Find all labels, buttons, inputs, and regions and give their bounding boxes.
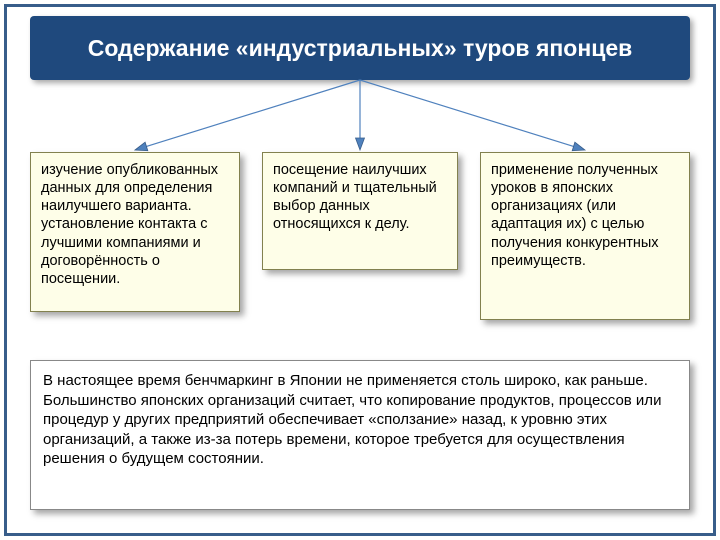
box-left-text: изучение опубликованных данных для опред…	[41, 162, 218, 287]
box-mid-text: посещение наилучших компаний и тщательны…	[273, 162, 437, 232]
slide-title-text: Содержание «индустриальных» туров японце…	[88, 34, 633, 63]
box-right-text: применение полученных уроков в японских …	[491, 162, 659, 269]
slide-title: Содержание «индустриальных» туров японце…	[30, 16, 690, 80]
box-right: применение полученных уроков в японских …	[480, 152, 690, 320]
box-mid: посещение наилучших компаний и тщательны…	[262, 152, 458, 270]
summary-text: В настоящее время бенчмаркинг в Японии н…	[43, 372, 661, 467]
summary-box: В настоящее время бенчмаркинг в Японии н…	[30, 360, 690, 510]
box-left: изучение опубликованных данных для опред…	[30, 152, 240, 312]
